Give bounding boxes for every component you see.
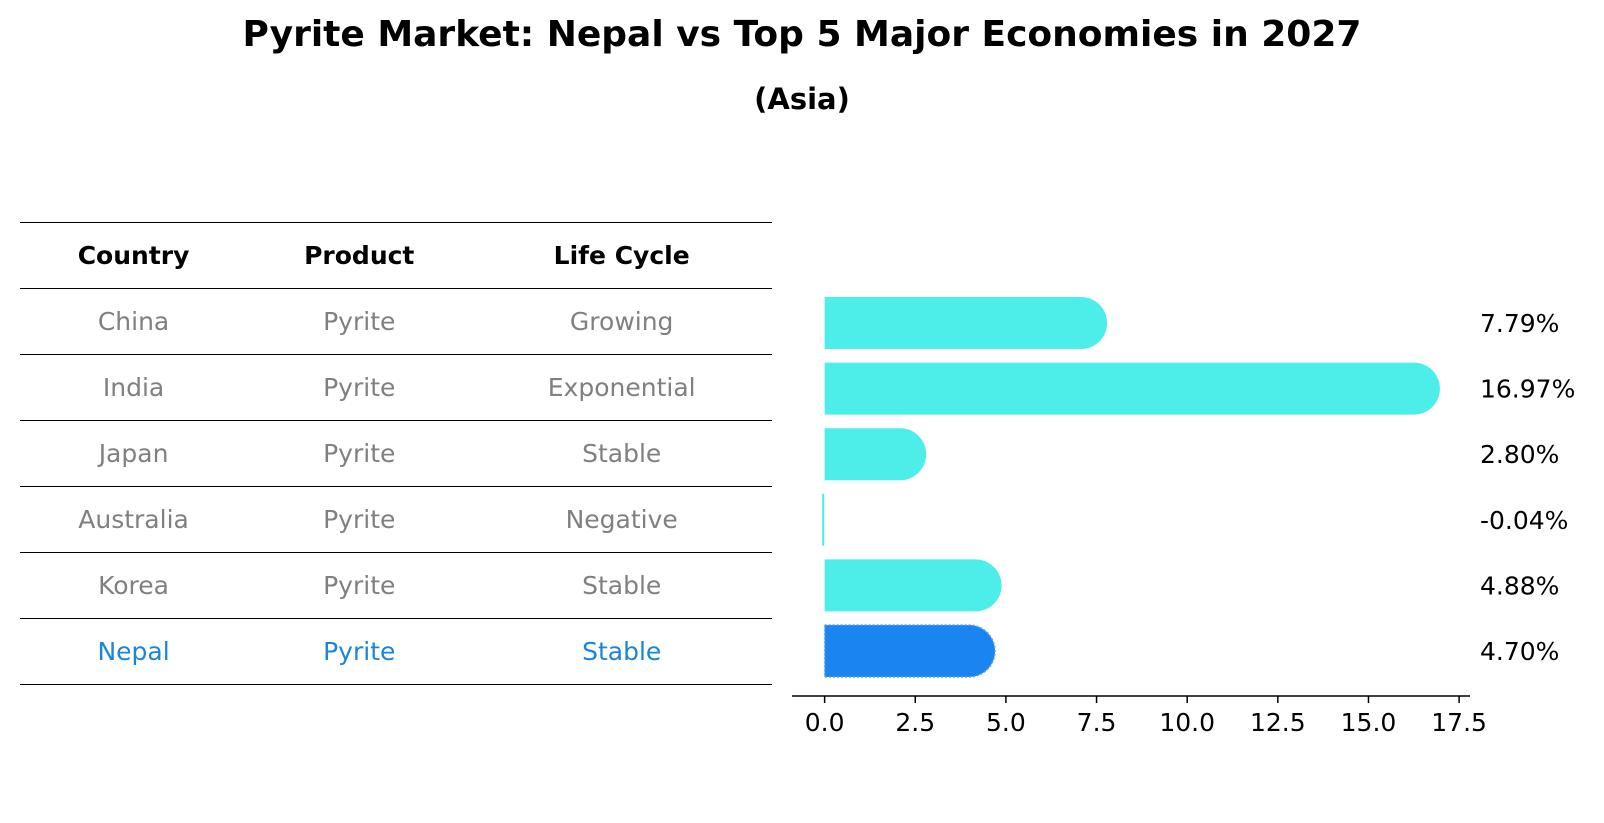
value-label: 4.88% (1480, 571, 1559, 600)
table-row: Korea Pyrite Stable (20, 552, 772, 619)
x-tick-label: 12.5 (1250, 708, 1306, 737)
cell-country: Korea (20, 552, 248, 619)
bar-korea (824, 559, 1002, 612)
chart-subtitle: (Asia) (754, 82, 850, 116)
header-product: Product (247, 222, 472, 289)
cell-life-cycle: Exponential (471, 354, 772, 421)
cell-product: Pyrite (247, 288, 472, 355)
x-tick-label: 7.5 (1077, 708, 1117, 737)
value-label: -0.04% (1480, 506, 1568, 535)
cell-life-cycle: Stable (471, 618, 772, 685)
value-label: 2.80% (1480, 440, 1559, 469)
market-table: Country Product Life Cycle China Pyrite … (20, 222, 772, 685)
table-row: India Pyrite Exponential (20, 354, 772, 421)
cell-life-cycle: Stable (471, 552, 772, 619)
bar-australia (822, 493, 825, 546)
cell-life-cycle: Negative (471, 486, 772, 553)
cell-country: Nepal (20, 618, 248, 685)
table-row: China Pyrite Growing (20, 288, 772, 355)
cell-product: Pyrite (247, 486, 472, 553)
x-tick-label: 2.5 (895, 708, 935, 737)
x-tick-label: 10.0 (1159, 708, 1215, 737)
x-tick-label: 15.0 (1341, 708, 1397, 737)
cell-country: India (20, 354, 248, 421)
header-life-cycle: Life Cycle (471, 222, 772, 289)
x-tick-label: 0.0 (805, 708, 845, 737)
cell-country: China (20, 288, 248, 355)
cell-product: Pyrite (247, 618, 472, 685)
cell-country: Japan (20, 420, 248, 487)
table-row-highlight: Nepal Pyrite Stable (20, 618, 772, 685)
cell-country: Australia (20, 486, 248, 553)
cell-life-cycle: Stable (471, 420, 772, 487)
header-country: Country (20, 222, 248, 289)
cell-product: Pyrite (247, 552, 472, 619)
value-label: 16.97% (1480, 375, 1575, 404)
value-label: 7.79% (1480, 309, 1559, 338)
chart-title: Pyrite Market: Nepal vs Top 5 Major Econ… (242, 14, 1362, 55)
cell-product: Pyrite (247, 420, 472, 487)
table-header-row: Country Product Life Cycle (20, 222, 772, 289)
x-tick-label: 17.5 (1431, 708, 1487, 737)
table-row: Japan Pyrite Stable (20, 420, 772, 487)
value-label: 4.70% (1480, 637, 1559, 666)
cell-life-cycle: Growing (471, 288, 772, 355)
bar-nepal (823, 624, 996, 678)
bar-china (824, 297, 1108, 349)
bar-india (824, 362, 1440, 415)
table-row: Australia Pyrite Negative (20, 486, 772, 553)
cell-product: Pyrite (247, 354, 472, 421)
bar-japan (824, 428, 927, 481)
x-tick-label: 5.0 (986, 708, 1026, 737)
